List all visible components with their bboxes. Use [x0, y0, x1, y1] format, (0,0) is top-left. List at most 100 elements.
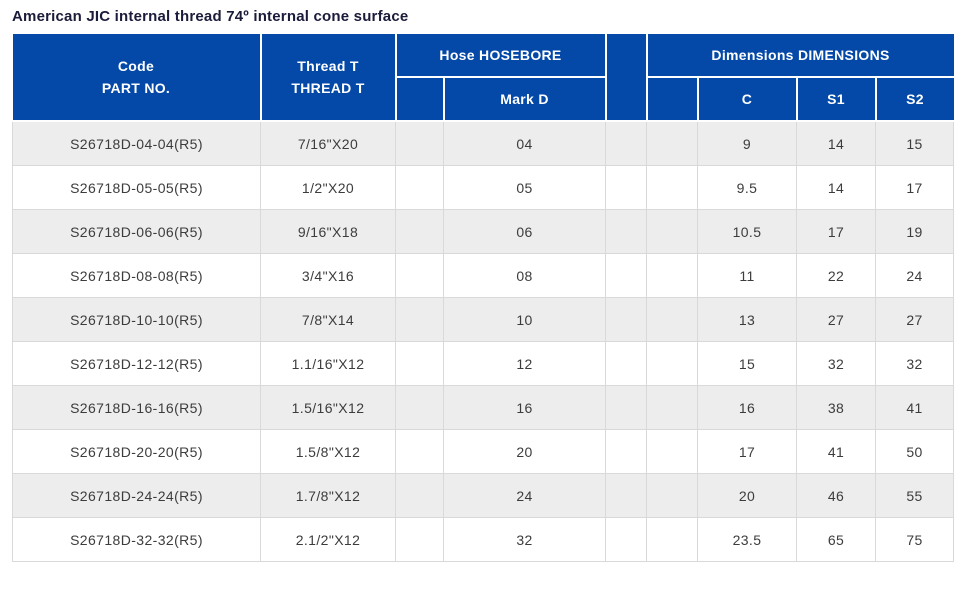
table-row: S26718D-20-20(R5) 1.5/8"X12 20 17 41 50: [12, 429, 955, 474]
header-s1: S1: [795, 76, 877, 122]
cell-empty: [395, 473, 444, 518]
cell-thread: 1.5/16"X12: [260, 385, 396, 430]
cell-s2: 15: [874, 120, 955, 166]
cell-empty: [646, 120, 698, 166]
cell-thread: 3/4"X16: [260, 253, 396, 298]
table-row: S26718D-16-16(R5) 1.5/16"X12 16 16 38 41: [12, 385, 955, 430]
header-thread: Thread T THREAD T: [259, 34, 397, 122]
cell-s2: 27: [874, 297, 955, 342]
cell-c: 17: [697, 429, 797, 474]
table-row: S26718D-04-04(R5) 7/16"X20 04 9 14 15: [12, 120, 955, 166]
cell-mark: 16: [443, 385, 606, 430]
table-row: S26718D-08-08(R5) 3/4"X16 08 11 22 24: [12, 253, 955, 298]
cell-s1: 32: [796, 341, 876, 386]
table-row: S26718D-06-06(R5) 9/16"X18 06 10.5 17 19: [12, 209, 955, 254]
cell-thread: 9/16"X18: [260, 209, 396, 254]
cell-empty: [605, 209, 647, 254]
cell-part_no: S26718D-10-10(R5): [12, 297, 261, 342]
cell-s2: 55: [874, 473, 955, 518]
cell-c: 11: [697, 253, 797, 298]
cell-s1: 46: [796, 473, 876, 518]
cell-s1: 22: [796, 253, 876, 298]
cell-s1: 14: [796, 165, 876, 210]
cell-empty: [646, 385, 698, 430]
cell-empty: [395, 341, 444, 386]
cell-empty: [605, 429, 647, 474]
cell-s1: 14: [796, 120, 876, 166]
cell-c: 16: [697, 385, 797, 430]
cell-s2: 17: [874, 165, 955, 210]
cell-thread: 7/16"X20: [260, 120, 396, 166]
header-c: C: [696, 76, 798, 122]
cell-part_no: S26718D-05-05(R5): [12, 165, 261, 210]
cell-empty: [395, 253, 444, 298]
table-body: S26718D-04-04(R5) 7/16"X20 04 9 14 15 S26718D-…: [12, 120, 955, 562]
cell-empty: [395, 385, 444, 430]
cell-mark: 24: [443, 473, 606, 518]
cell-thread: 1.7/8"X12: [260, 473, 396, 518]
cell-empty: [646, 165, 698, 210]
header-hose-group: Hose HOSEBORE: [394, 34, 607, 78]
header-s2: S2: [874, 76, 954, 122]
cell-part_no: S26718D-12-12(R5): [12, 341, 261, 386]
cell-empty: [395, 297, 444, 342]
cell-s1: 38: [796, 385, 876, 430]
cell-part_no: S26718D-04-04(R5): [12, 120, 261, 166]
cell-part_no: S26718D-08-08(R5): [12, 253, 261, 298]
table-row: S26718D-24-24(R5) 1.7/8"X12 24 20 46 55: [12, 473, 955, 518]
header-dimensions-empty-subcolumn: [645, 76, 699, 122]
cell-empty: [395, 429, 444, 474]
cell-c: 15: [697, 341, 797, 386]
cell-empty: [605, 297, 647, 342]
header-mark-d: Mark D: [442, 76, 607, 122]
cell-c: 13: [697, 297, 797, 342]
cell-thread: 7/8"X14: [260, 297, 396, 342]
cell-c: 20: [697, 473, 797, 518]
cell-empty: [646, 341, 698, 386]
cell-c: 10.5: [697, 209, 797, 254]
cell-s2: 24: [874, 253, 955, 298]
cell-mark: 05: [443, 165, 606, 210]
cell-s2: 41: [874, 385, 955, 430]
cell-thread: 2.1/2"X12: [260, 517, 396, 562]
cell-c: 9: [697, 120, 797, 166]
spec-table: Code PART NO. Thread T THREAD T Hose HOS…: [12, 34, 955, 562]
table-row: S26718D-05-05(R5) 1/2"X20 05 9.5 14 17: [12, 165, 955, 210]
cell-thread: 1.5/8"X12: [260, 429, 396, 474]
header-code-line1: Code: [117, 58, 155, 74]
header-hose-empty-subcolumn: [395, 76, 445, 122]
cell-empty: [605, 341, 647, 386]
cell-mark: 08: [443, 253, 606, 298]
cell-empty: [605, 517, 647, 562]
cell-s2: 50: [874, 429, 955, 474]
cell-empty: [605, 253, 647, 298]
cell-c: 23.5: [697, 517, 797, 562]
cell-empty: [646, 297, 698, 342]
table-row: S26718D-10-10(R5) 7/8"X14 10 13 27 27: [12, 297, 955, 342]
cell-mark: 04: [443, 120, 606, 166]
cell-empty: [646, 429, 698, 474]
header-thread-line2: THREAD T: [291, 80, 365, 96]
cell-part_no: S26718D-20-20(R5): [12, 429, 261, 474]
table-row: S26718D-12-12(R5) 1.1/16"X12 12 15 32 32: [12, 341, 955, 386]
cell-mark: 06: [443, 209, 606, 254]
cell-empty: [395, 517, 444, 562]
cell-part_no: S26718D-32-32(R5): [12, 517, 261, 562]
cell-empty: [646, 517, 698, 562]
cell-empty: [646, 209, 698, 254]
table-row: S26718D-32-32(R5) 2.1/2"X12 32 23.5 65 75: [12, 517, 955, 562]
cell-mark: 12: [443, 341, 606, 386]
page-title: American JIC internal thread 74º interna…: [12, 8, 409, 25]
header-code-line2: PART NO.: [101, 80, 171, 96]
cell-s2: 32: [874, 341, 955, 386]
cell-empty: [395, 120, 444, 166]
cell-empty: [646, 253, 698, 298]
cell-mark: 32: [443, 517, 606, 562]
cell-c: 9.5: [697, 165, 797, 210]
cell-empty: [395, 165, 444, 210]
cell-s1: 17: [796, 209, 876, 254]
cell-s1: 41: [796, 429, 876, 474]
cell-s2: 75: [874, 517, 955, 562]
cell-s1: 65: [796, 517, 876, 562]
